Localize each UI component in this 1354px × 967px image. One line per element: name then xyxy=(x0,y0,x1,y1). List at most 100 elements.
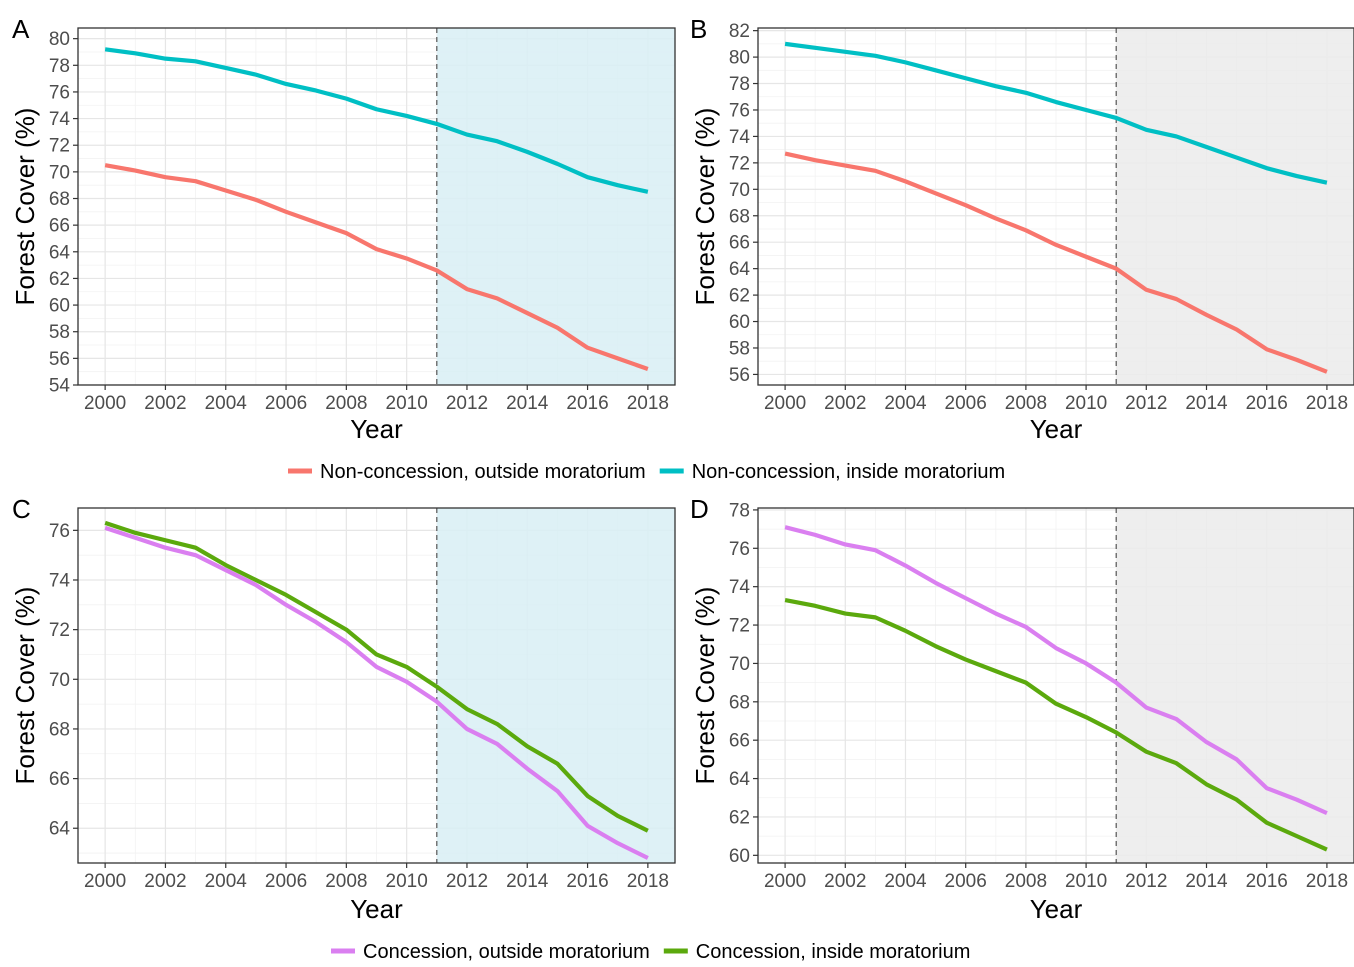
series-line-2 xyxy=(104,520,649,833)
y-tick-label: 70 xyxy=(729,654,750,675)
panel-c: 2000 2002 2004 2006 2008 2010 2012 2014 2016 2018… xyxy=(10,494,676,924)
x-tick-label: 2014 xyxy=(1185,871,1228,892)
legend-item: Non-concession, outside moratorium xyxy=(288,461,646,483)
x-tick-label: 2010 xyxy=(1065,393,1107,414)
x-tick-label: 2006 xyxy=(265,871,307,892)
x-tick-label: 2000 xyxy=(84,871,126,892)
x-tick-label: 2010 xyxy=(386,393,428,414)
x-tick-label: 2018 xyxy=(1306,393,1348,414)
x-tick-label: 2000 xyxy=(764,871,806,892)
x-tick-label: 2018 xyxy=(627,871,669,892)
x-tick-label: 2004 xyxy=(205,871,248,892)
y-tick-label: 78 xyxy=(729,500,750,521)
x-tick-label: 2016 xyxy=(566,393,608,414)
y-tick-label: 72 xyxy=(729,153,750,174)
legend-1: Non-concession, outside moratorium Non-co… xyxy=(288,461,1005,483)
x-tick-label: 2008 xyxy=(1005,393,1047,414)
legend-label: Concession, inside moratorium xyxy=(696,941,971,963)
x-tick-label: 2010 xyxy=(1065,871,1107,892)
y-tick-label: 76 xyxy=(49,82,70,103)
legend-item: Concession, inside moratorium xyxy=(663,941,971,963)
y-axis-title: Forest Cover (%) xyxy=(690,108,720,306)
x-tick-label: 2006 xyxy=(945,871,987,892)
y-tick-label: 74 xyxy=(729,127,751,148)
y-tick-label: 70 xyxy=(49,670,70,691)
y-tick-label: 66 xyxy=(49,216,70,237)
y-tick-label: 64 xyxy=(49,819,71,840)
y-tick-label: 66 xyxy=(729,233,750,254)
x-tick-label: 2016 xyxy=(1246,871,1288,892)
series-group xyxy=(104,47,649,371)
y-tick-label: 60 xyxy=(729,846,750,867)
y-tick-label: 76 xyxy=(49,521,70,542)
y-tick-label: 68 xyxy=(49,719,70,740)
x-tick-label: 2004 xyxy=(884,871,927,892)
y-tick-label: 72 xyxy=(729,616,750,637)
y-tick-label: 72 xyxy=(49,136,70,157)
x-tick-label: 2000 xyxy=(764,393,806,414)
y-tick-label: 78 xyxy=(49,56,70,77)
panel-a: 2000 2002 2004 2006 2008 2010 2012 2014 2016 2018… xyxy=(10,14,676,444)
x-tick-label: 2002 xyxy=(144,393,186,414)
legend-label: Non-concession, outside moratorium xyxy=(320,461,646,483)
legend-label: Non-concession, inside moratorium xyxy=(692,461,1005,483)
series-line-2 xyxy=(104,47,649,194)
series-group xyxy=(104,520,649,860)
y-tick-label: 74 xyxy=(49,570,71,591)
panel-b: 2000 2002 2004 2006 2008 2010 2012 2014 2016 2018… xyxy=(690,14,1354,444)
x-tick-label: 2010 xyxy=(386,871,428,892)
x-tick-label: 2006 xyxy=(265,393,307,414)
y-tick-label: 80 xyxy=(49,29,70,50)
x-tick-label: 2000 xyxy=(84,393,126,414)
y-tick-label: 80 xyxy=(729,48,750,69)
y-tick-label: 58 xyxy=(49,322,70,343)
y-tick-label: 70 xyxy=(729,180,750,201)
panel-d: 2000 2002 2004 2006 2008 2010 2012 2014 2016 2018… xyxy=(690,494,1354,924)
y-tick-label: 68 xyxy=(49,189,70,210)
x-tick-label: 2012 xyxy=(446,871,488,892)
y-axis-title: Forest Cover (%) xyxy=(10,108,40,306)
x-tick-label: 2002 xyxy=(824,871,866,892)
x-tick-label: 2016 xyxy=(1246,393,1288,414)
x-axis-title: Year xyxy=(1030,414,1083,444)
panel-border xyxy=(757,27,1354,386)
y-tick-label: 68 xyxy=(729,206,750,227)
y-tick-label: 62 xyxy=(729,286,750,307)
y-tick-label: 56 xyxy=(729,365,750,386)
x-tick-label: 2008 xyxy=(325,871,367,892)
x-tick-label: 2018 xyxy=(627,393,669,414)
x-tick-label: 2014 xyxy=(506,393,549,414)
y-tick-label: 64 xyxy=(729,259,751,280)
series-line-1 xyxy=(104,525,649,860)
x-tick-label: 2016 xyxy=(566,871,608,892)
moratorium-shade xyxy=(1116,508,1354,863)
series-line-2 xyxy=(784,41,1328,185)
moratorium-shade xyxy=(436,28,675,385)
y-tick-label: 72 xyxy=(49,620,70,641)
legend-item: Non-concession, inside moratorium xyxy=(659,461,1005,483)
y-tick-label: 82 xyxy=(729,21,750,42)
x-tick-label: 2002 xyxy=(144,871,186,892)
panel-border xyxy=(757,507,1354,864)
moratorium-shade xyxy=(1116,28,1354,385)
y-tick-label: 74 xyxy=(49,109,71,130)
x-tick-label: 2014 xyxy=(506,871,549,892)
panel-letter: C xyxy=(12,494,31,524)
y-tick-label: 62 xyxy=(49,269,70,290)
x-tick-label: 2018 xyxy=(1306,871,1348,892)
y-tick-label: 60 xyxy=(729,312,750,333)
x-tick-label: 2008 xyxy=(325,393,367,414)
panel-letter: B xyxy=(690,14,707,44)
x-axis-title: Year xyxy=(1030,894,1083,924)
x-tick-label: 2004 xyxy=(884,393,927,414)
x-tick-label: 2002 xyxy=(824,393,866,414)
x-tick-label: 2008 xyxy=(1005,871,1047,892)
x-tick-label: 2006 xyxy=(945,393,987,414)
y-tick-label: 54 xyxy=(49,376,71,397)
y-tick-label: 78 xyxy=(729,74,750,95)
y-tick-label: 66 xyxy=(729,731,750,752)
y-tick-label: 70 xyxy=(49,162,70,183)
y-tick-label: 76 xyxy=(729,100,750,121)
